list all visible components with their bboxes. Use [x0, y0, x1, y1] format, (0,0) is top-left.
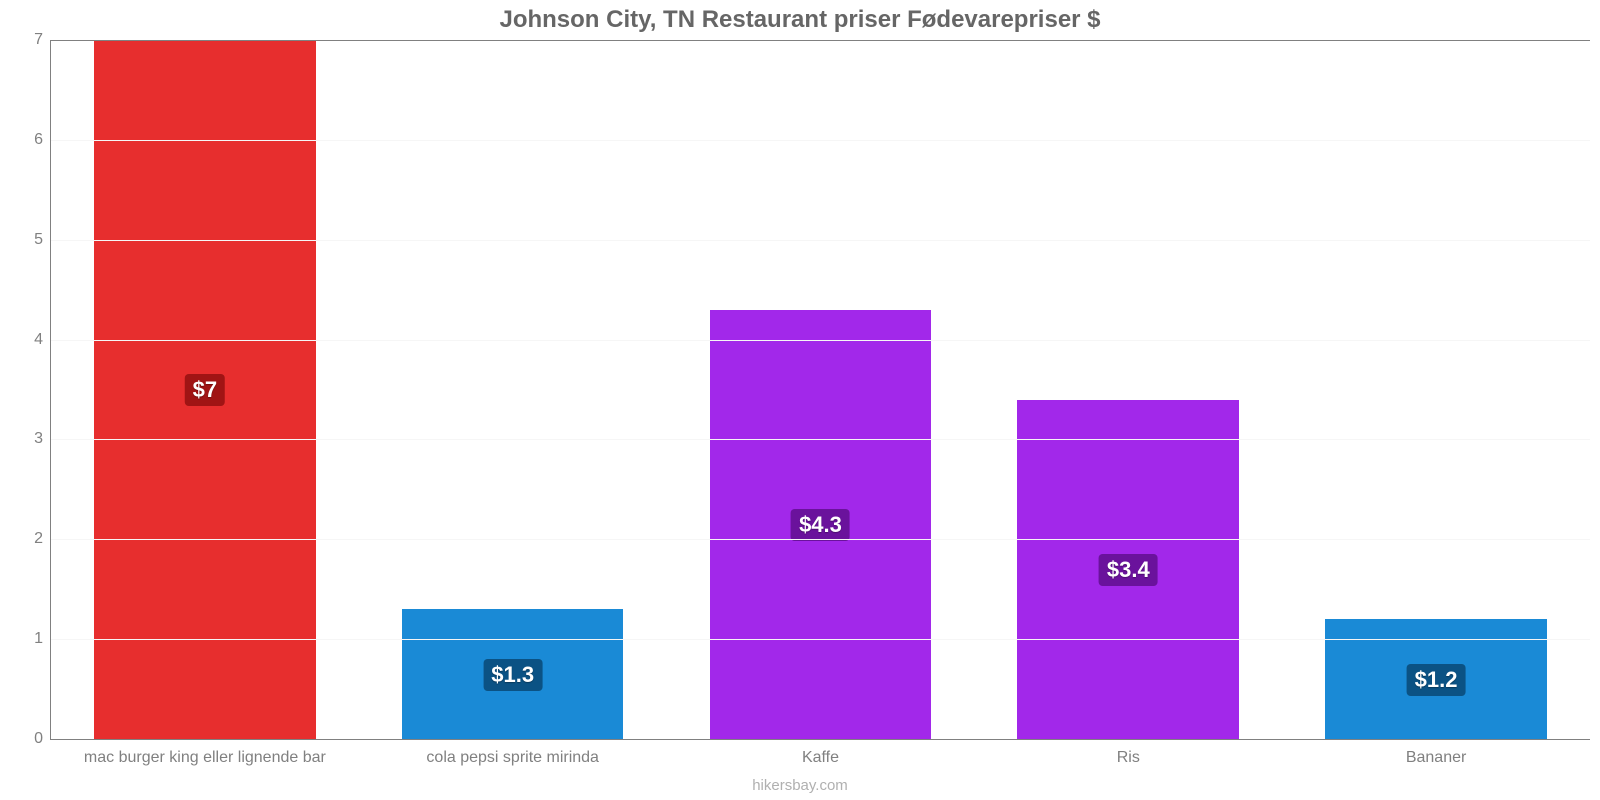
x-tick-label: Ris	[1117, 739, 1140, 767]
bars-container: $7mac burger king eller lignende bar$1.3…	[51, 40, 1590, 739]
y-tick-label: 3	[34, 430, 51, 448]
y-tick-label: 0	[34, 730, 51, 748]
gridline	[51, 240, 1590, 241]
gridline	[51, 439, 1590, 440]
x-tick-label: Bananer	[1406, 739, 1467, 767]
y-tick-label: 4	[34, 331, 51, 349]
bar-slot: $3.4Ris	[974, 40, 1282, 739]
bar-slot: $4.3Kaffe	[667, 40, 975, 739]
x-tick-label: Kaffe	[802, 739, 839, 767]
bar-value-label: $3.4	[1099, 554, 1158, 586]
gridline	[51, 539, 1590, 540]
bar-value-label: $1.2	[1407, 664, 1466, 696]
x-tick-label: mac burger king eller lignende bar	[84, 739, 326, 767]
y-tick-label: 2	[34, 530, 51, 548]
price-bar-chart: Johnson City, TN Restaurant priser Fødev…	[0, 0, 1600, 800]
plot-area: $7mac burger king eller lignende bar$1.3…	[50, 40, 1590, 740]
bar-value-label: $1.3	[483, 659, 542, 691]
bar-value-label: $4.3	[791, 509, 850, 541]
chart-credit: hikersbay.com	[0, 777, 1600, 794]
gridline	[51, 40, 1590, 41]
bar-slot: $1.3cola pepsi sprite mirinda	[359, 40, 667, 739]
gridline	[51, 639, 1590, 640]
bar-slot: $1.2Bananer	[1282, 40, 1590, 739]
gridline	[51, 140, 1590, 141]
y-tick-label: 6	[34, 131, 51, 149]
y-tick-label: 5	[34, 231, 51, 249]
bar-value-label: $7	[185, 374, 225, 406]
x-tick-label: cola pepsi sprite mirinda	[426, 739, 599, 767]
gridline	[51, 340, 1590, 341]
chart-title: Johnson City, TN Restaurant priser Fødev…	[0, 6, 1600, 34]
y-tick-label: 1	[34, 630, 51, 648]
y-tick-label: 7	[34, 31, 51, 49]
bar-slot: $7mac burger king eller lignende bar	[51, 40, 359, 739]
